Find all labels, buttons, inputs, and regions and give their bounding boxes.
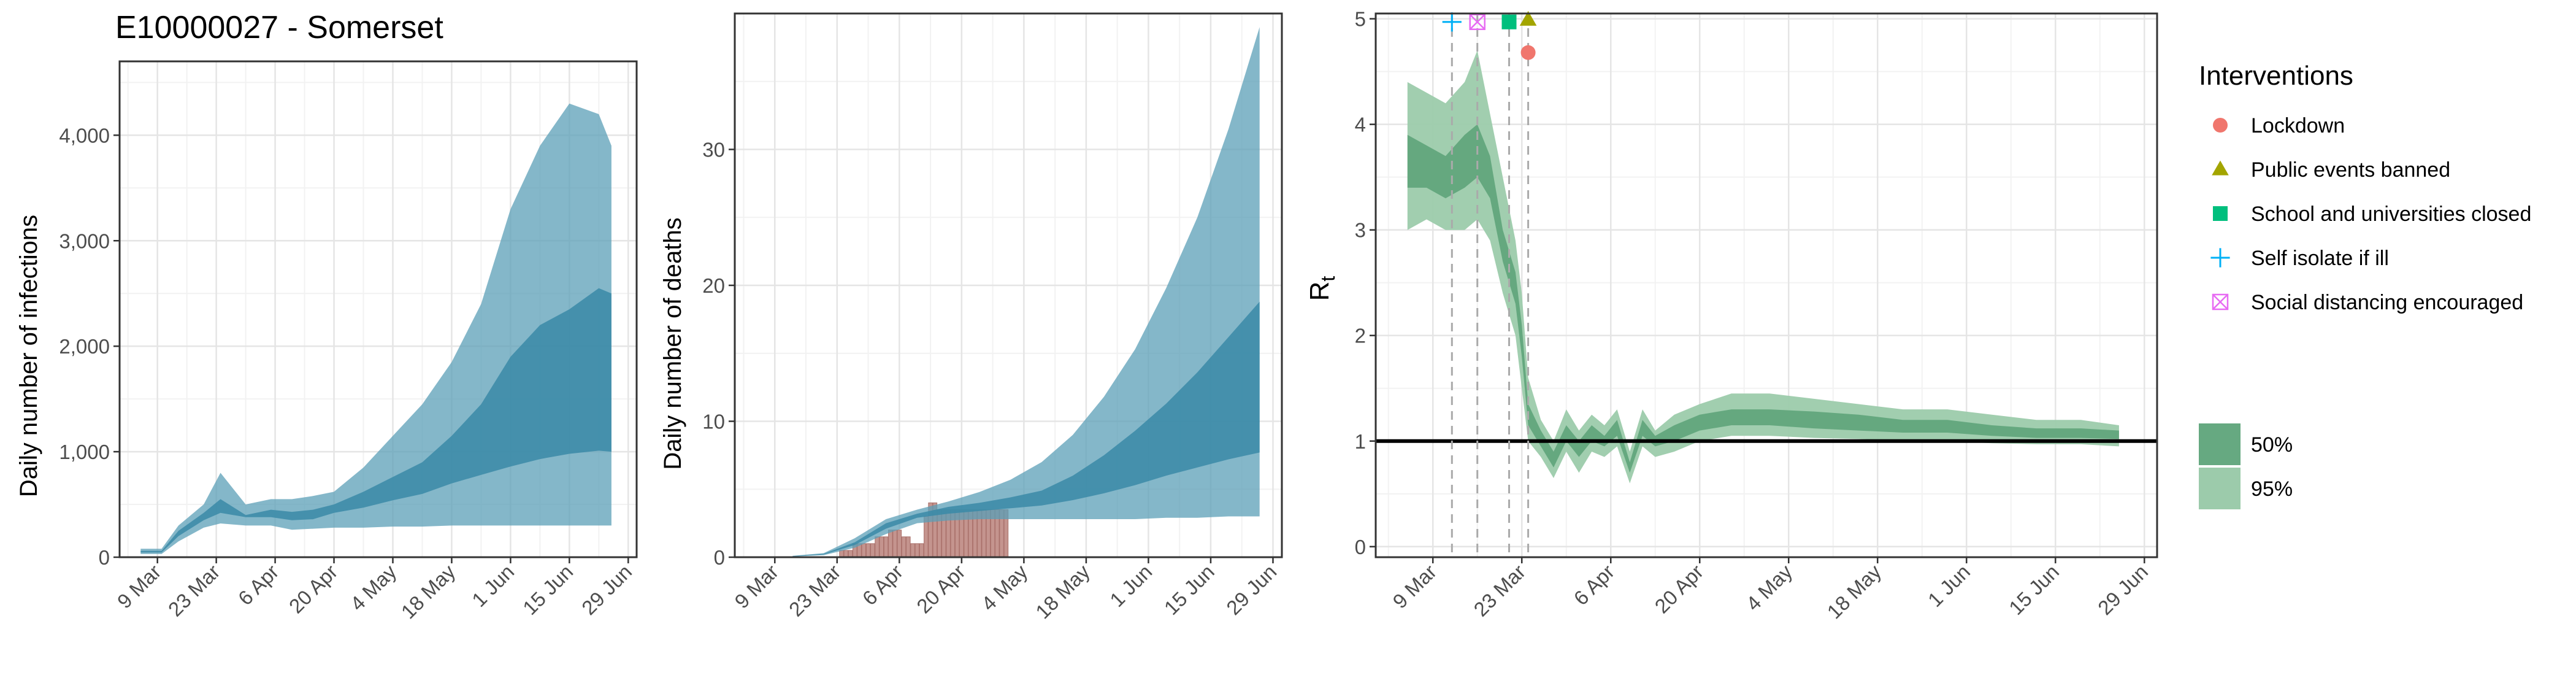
chart-title: E10000027 - Somerset: [115, 10, 443, 45]
infections-band-50: [140, 288, 611, 553]
legend-key-school: [2213, 206, 2228, 221]
deaths-bar: [843, 550, 849, 558]
infections-panel: Daily number of infections 0 1,000 2,000 3,…: [15, 60, 638, 623]
deaths-bar: [892, 530, 897, 558]
rt-plot-border: [1374, 12, 2158, 558]
deaths-plot-border: [734, 12, 1283, 558]
legend-label: Public events banned: [2251, 158, 2450, 182]
deaths-bar: [839, 550, 844, 558]
deaths-y-axis-label: Daily number of deaths: [659, 217, 686, 469]
legend-label: Lockdown: [2251, 114, 2345, 137]
deaths-bar: [865, 543, 871, 558]
rt-y-tick-label: 1: [1355, 430, 1366, 453]
rt-intervention-marker: [1469, 14, 1485, 31]
rt-y-tick-label: 4: [1355, 114, 1366, 136]
legend-label: Social distancing encouraged: [2251, 291, 2523, 314]
rt-y-axis-label-main: R: [1305, 282, 1335, 301]
deaths-bar: [861, 543, 867, 558]
legend-band-label: 95%: [2251, 477, 2293, 501]
rt-plot-background: [1376, 14, 2157, 557]
legend-key-social-distancing: [2212, 293, 2229, 311]
legend-band-key: [2199, 423, 2241, 465]
rt-intervention-marker: [1519, 10, 1537, 26]
deaths-y-tick-label: 0: [714, 546, 725, 569]
deaths-bar: [870, 543, 875, 558]
legend-title: Interventions: [2199, 61, 2353, 91]
legend: Interventions Lockdown Public events bann…: [2199, 61, 2531, 509]
deaths-bar: [910, 543, 915, 558]
rt-y-axis-label-subscript: t: [1317, 276, 1339, 282]
legend-key-lockdown: [2213, 118, 2228, 133]
rt-y-tick-label: 2: [1355, 325, 1366, 347]
infections-y-tick-label: 4,000: [59, 124, 110, 147]
deaths-bar: [848, 550, 853, 558]
deaths-bar: [919, 543, 924, 558]
deaths-bar: [883, 536, 889, 558]
legend-key-self-isolate: [2210, 248, 2230, 268]
infections-y-tick-label: 1,000: [59, 441, 110, 463]
deaths-band-50: [792, 301, 1260, 557]
deaths-bar: [897, 530, 902, 558]
infections-y-axis-label: Daily number of infections: [15, 215, 42, 497]
infections-y-tick-label: 2,000: [59, 335, 110, 358]
rt-band-50: [1407, 124, 2119, 473]
legend-label: Self isolate if ill: [2251, 247, 2389, 270]
legend-label: School and universities closed: [2251, 203, 2531, 226]
rt-y-tick-label: 3: [1355, 219, 1366, 242]
deaths-bar: [914, 543, 920, 558]
deaths-bar: [901, 536, 907, 558]
infections-plot-border: [118, 60, 638, 558]
rt-y-tick-label: 0: [1355, 536, 1366, 558]
legend-band-label: 50%: [2251, 433, 2293, 457]
rt-intervention-marker: [1501, 14, 1517, 29]
deaths-bar: [875, 536, 880, 558]
rt-y-tick-label: 5: [1355, 8, 1366, 31]
legend-key-public-events: [2212, 160, 2229, 176]
deaths-bar: [906, 536, 911, 558]
infections-y-tick-label: 3,000: [59, 230, 110, 252]
rt-intervention-marker: [1442, 12, 1462, 32]
rt-intervention-marker: [1520, 45, 1536, 60]
deaths-y-tick-label: 10: [702, 411, 725, 433]
infections-y-tick-label: 0: [99, 546, 110, 569]
rt-y-axis-label: Rt: [1305, 276, 1339, 301]
deaths-bar: [879, 536, 884, 558]
deaths-y-tick-label: 20: [702, 274, 725, 297]
deaths-bar: [888, 530, 893, 558]
deaths-y-tick-label: 30: [702, 139, 725, 161]
legend-band-key: [2199, 468, 2241, 509]
